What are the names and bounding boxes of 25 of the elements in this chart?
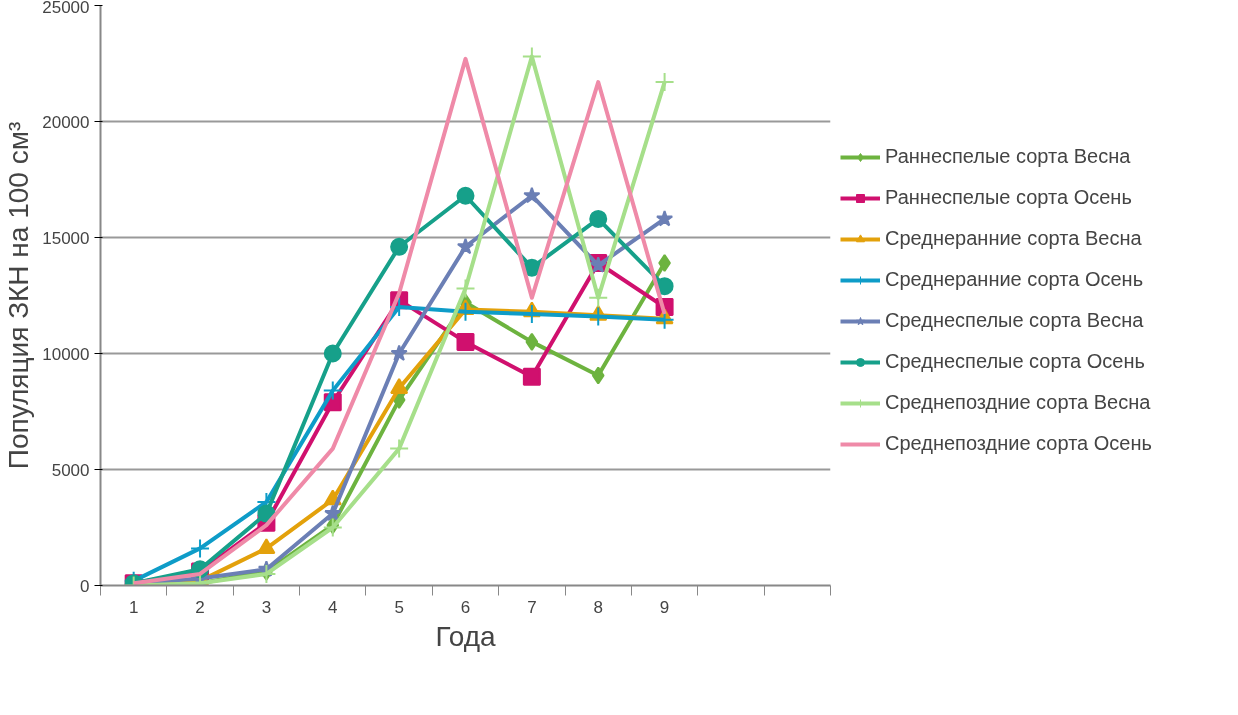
x-tick-label: 5	[394, 597, 404, 617]
y-axis-title: Популяция ЗКН на 100 см³	[3, 121, 35, 470]
legend-label: Среднепоздние сорта Весна	[885, 391, 1151, 414]
legend-label: Раннеспелые сорта Осень	[885, 186, 1132, 209]
legend-label: Среднеспелые сорта Весна	[885, 309, 1144, 332]
x-tick-label: 2	[195, 597, 205, 617]
legend-label: Среднеранние сорта Осень	[885, 268, 1144, 291]
x-tick-label: 3	[261, 597, 272, 617]
x-tick-label: 7	[527, 597, 537, 617]
y-tick-label: 0	[80, 576, 90, 596]
legend-label: Среднепоздние сорта Осень	[885, 432, 1152, 455]
legend-label: Раннеспелые сорта Весна	[885, 145, 1131, 168]
x-tick-label: 4	[328, 597, 338, 617]
y-tick-label: 5000	[51, 460, 90, 480]
legend-label: Среднеранние сорта Весна	[885, 227, 1142, 250]
x-tick-label: 6	[460, 597, 471, 617]
y-tick-label: 20000	[42, 112, 90, 132]
x-axis-title: Года	[435, 620, 497, 652]
y-tick-label: 10000	[42, 344, 90, 364]
x-tick-label: 9	[659, 597, 670, 617]
legend-label: Среднеспелые сорта Осень	[885, 350, 1145, 373]
x-tick-label: 8	[593, 597, 603, 617]
x-tick-label: 1	[128, 597, 139, 617]
y-tick-label: 25000	[42, 0, 90, 17]
y-tick-label: 15000	[42, 228, 90, 248]
